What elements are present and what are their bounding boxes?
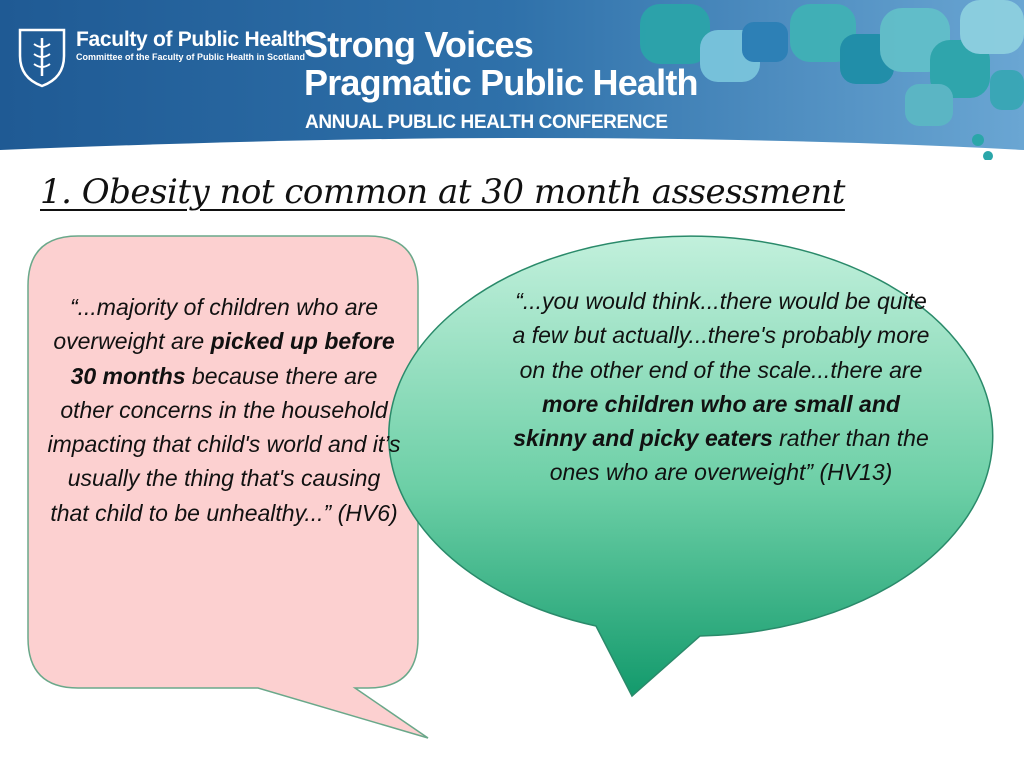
org-name: Faculty of Public Health [76, 28, 307, 51]
banner-background [0, 0, 1024, 160]
conference-banner: Faculty of Public Health Committee of th… [0, 0, 1024, 160]
quote-hv6-text-end: because there are other concerns in the … [47, 362, 401, 526]
left-speech-bubble [27, 235, 429, 739]
quote-hv13-text-start: “...you would think...there would be qui… [512, 288, 930, 383]
right-speech-bubble [387, 235, 994, 698]
conference-title-line1: Strong Voices [304, 24, 534, 65]
faculty-crest-icon [18, 28, 66, 88]
slide-title: 1. Obesity not common at 30 month assess… [40, 172, 845, 212]
quote-hv6-emphasis: picked up before 30 months [70, 328, 395, 389]
org-subtitle: Committee of the Faculty of Public Healt… [76, 52, 306, 62]
quote-hv13-text-end: rather than the ones who are overweight”… [549, 425, 929, 486]
conference-subtitle: ANNUAL PUBLIC HEALTH CONFERENCE [305, 112, 668, 133]
quote-hv13: “...you would think...there would be qui… [508, 284, 934, 490]
quote-hv13-emphasis: more children who are small and skinny a… [513, 390, 900, 452]
quote-hv6: “...majority of children who are overwei… [46, 290, 402, 530]
quote-hv6-text-start: “...majority of children who are overwei… [53, 294, 379, 355]
conference-title-line2: Pragmatic Public Health [304, 62, 699, 103]
